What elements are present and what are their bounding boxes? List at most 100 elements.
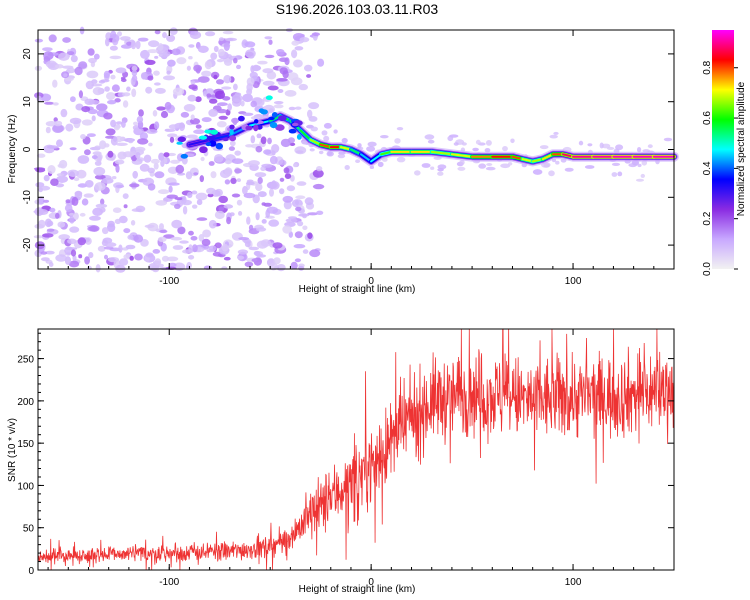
- spectrogram-noise-blob: [144, 59, 156, 65]
- spectrogram-noise-blob: [131, 65, 138, 71]
- spectrogram-noise-blob: [109, 45, 118, 51]
- spectrogram-noise-blob: [176, 57, 187, 65]
- spectrogram-noise-blob: [120, 36, 131, 41]
- spectrogram-noise-blob: [137, 37, 149, 42]
- spectrogram-x-tick-label: -100: [159, 276, 179, 287]
- spectrogram-noise-blob: [268, 219, 280, 227]
- spectrogram-noise-blob: [242, 112, 254, 117]
- spectrogram-halo-blob: [555, 160, 560, 165]
- spectrogram-halo-blob: [459, 159, 465, 165]
- spectrogram-noise-blob: [69, 117, 82, 125]
- spectrogram-noise-blob: [168, 262, 177, 268]
- spectrogram-noise-blob: [78, 90, 83, 99]
- spectrogram-noise-blob: [206, 93, 212, 98]
- spectrogram-noise-blob: [257, 60, 268, 65]
- spectrogram-noise-blob: [81, 119, 93, 126]
- spectrogram-noise-blob: [56, 173, 65, 177]
- spectrogram-noise-blob: [112, 207, 122, 213]
- spectrogram-noise-blob: [131, 69, 138, 77]
- spectrogram-noise-blob: [125, 244, 136, 250]
- colorbar-gradient: [712, 30, 734, 269]
- spectrogram-noise-blob: [233, 83, 238, 91]
- spectrogram-noise-blob: [153, 70, 160, 76]
- spectrogram-noise-blob: [223, 204, 234, 209]
- spectrogram-noise-blob: [243, 192, 256, 199]
- spectrogram-halo-blob: [437, 168, 444, 172]
- spectrogram-noise-blob: [74, 66, 83, 76]
- spectrogram-noise-blob: [208, 245, 217, 251]
- spectrogram-ridge-core: [430, 150, 453, 156]
- spectrogram-noise-blob: [68, 260, 80, 268]
- spectrogram-halo-blob: [486, 163, 493, 166]
- colorbar-tick-label: 0.2: [702, 211, 713, 225]
- spectrogram-noise-blob: [68, 212, 75, 216]
- spectrogram-noise-blob: [69, 215, 75, 224]
- spectrogram-noise-blob: [102, 227, 109, 235]
- spectrogram-noise-blob: [273, 257, 281, 265]
- spectrogram-halo-blob: [617, 171, 623, 177]
- spectrogram-noise-blob: [34, 38, 44, 43]
- spectrogram-noise-blob: [188, 244, 193, 253]
- spectrogram-noise-blob: [272, 242, 283, 249]
- spectrogram-noise-blob: [130, 40, 137, 50]
- spectrogram-halo-blob: [647, 144, 653, 149]
- spectrogram-ridge-blob: [258, 108, 265, 113]
- spectrogram-noise-blob: [118, 215, 128, 224]
- spectrogram-noise-blob: [147, 49, 159, 54]
- spectrogram-ridge-blob: [271, 112, 278, 118]
- spectrogram-noise-blob: [38, 219, 46, 229]
- spectrogram-halo-blob: [475, 139, 481, 145]
- spectrogram-noise-blob: [186, 65, 191, 71]
- spectrogram-noise-blob: [88, 57, 97, 64]
- spectrogram-noise-blob: [297, 220, 304, 227]
- spectrogram-noise-blob: [213, 74, 218, 80]
- spectrogram-noise-blob: [107, 100, 117, 105]
- spectrogram-noise-blob: [216, 79, 224, 85]
- spectrogram-halo-blob: [485, 166, 496, 171]
- spectrogram-noise-blob: [199, 175, 204, 183]
- spectrogram-ridge-blob: [229, 135, 237, 142]
- spectrogram-noise-blob: [188, 84, 198, 90]
- spectrogram-noise-blob: [261, 219, 267, 224]
- spectrogram-noise-blob: [111, 84, 120, 92]
- spectrogram-noise-blob: [94, 145, 101, 151]
- spectrogram-noise-blob: [190, 236, 198, 241]
- spectrogram-noise-blob: [133, 121, 138, 126]
- spectrogram-halo-blob: [543, 163, 550, 168]
- spectrogram-noise-blob: [103, 246, 114, 250]
- spectrogram-noise-blob: [221, 86, 232, 90]
- spectrogram-noise-blob: [218, 115, 228, 120]
- spectrogram-noise-blob: [257, 191, 267, 198]
- spectrogram-noise-blob: [290, 174, 295, 182]
- colorbar-ticks: 0.0 0.2 0.4 0.6 0.8: [702, 60, 738, 276]
- spectrogram-noise-blob: [112, 37, 119, 46]
- spectrogram-halo-blob: [344, 165, 350, 170]
- spectrogram-noise-blob: [236, 199, 243, 206]
- spectrogram-ridge-blob: [269, 122, 278, 129]
- spectrogram-ridge-blob: [291, 122, 299, 127]
- snr-ylabel: SNR (10 * v/v): [7, 418, 18, 482]
- spectrogram-noise-blob: [158, 52, 170, 58]
- spectrogram-noise-blob: [56, 175, 68, 183]
- spectrogram-noise-blob: [210, 52, 218, 60]
- spectrogram-noise-blob: [78, 61, 88, 69]
- spectrogram-noise-blob: [66, 67, 76, 74]
- spectrogram-noise-blob: [106, 92, 116, 101]
- spectrogram-noise-blob: [304, 64, 313, 72]
- spectrogram-noise-blob: [276, 49, 285, 56]
- spectrogram-noise-blob: [168, 182, 180, 186]
- spectrogram-noise-blob: [163, 75, 175, 81]
- spectrogram-noise-blob: [99, 140, 107, 150]
- spectrogram-noise-blob: [93, 53, 100, 60]
- spectrogram-noise-blob: [271, 144, 280, 153]
- spectrogram-noise-blob: [155, 200, 168, 206]
- spectrogram-noise-blob: [213, 45, 219, 53]
- spectrogram-noise-blob: [103, 70, 110, 79]
- spectrogram-noise-blob: [233, 57, 238, 64]
- spectrogram-noise-blob: [261, 163, 273, 168]
- spectrogram-noise-blob: [96, 103, 108, 112]
- spectrogram-noise-blob: [279, 177, 285, 182]
- spectrogram-halo-blob: [611, 162, 621, 166]
